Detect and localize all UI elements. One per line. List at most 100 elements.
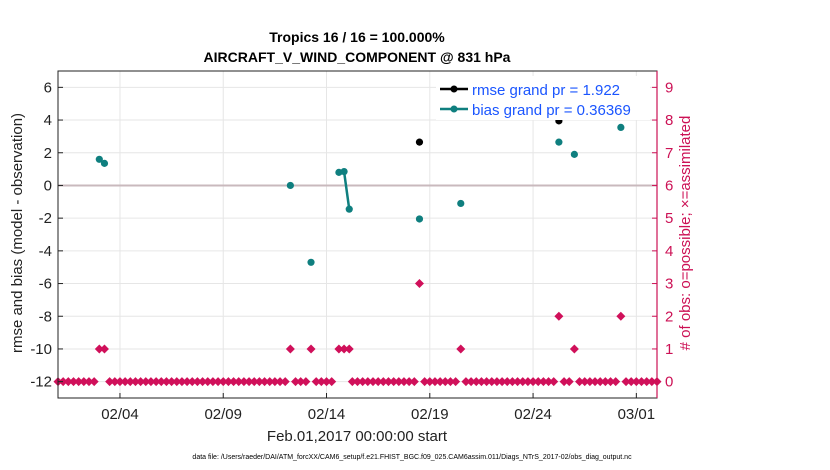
- obs-count-marker: [621, 377, 631, 387]
- obs-count-marker: [466, 377, 476, 387]
- obs-count-marker: [502, 377, 512, 387]
- obs-count-marker: [399, 377, 409, 387]
- obs-count-marker: [440, 377, 450, 387]
- obs-count-marker: [177, 377, 187, 387]
- obs-count-marker: [265, 377, 275, 387]
- obs-count-marker: [445, 377, 455, 387]
- obs-count-marker: [110, 377, 120, 387]
- obs-count-marker: [507, 377, 517, 387]
- obs-count-marker: [414, 279, 424, 289]
- bias-point: [457, 199, 465, 208]
- obs-count-marker: [363, 377, 373, 387]
- y2-tick-label: 3: [665, 276, 673, 293]
- obs-count-marker: [528, 377, 538, 387]
- obs-count-marker: [358, 377, 368, 387]
- bias-line: [338, 170, 351, 210]
- obs-count-marker: [497, 377, 507, 387]
- y-tick-label: -4: [39, 243, 52, 260]
- y2-tick-label: 5: [665, 210, 673, 227]
- obs-count-marker: [141, 377, 151, 387]
- obs-count-marker: [301, 377, 311, 387]
- obs-count-marker: [130, 377, 140, 387]
- obs-count-marker: [409, 377, 419, 387]
- obs-count-marker: [115, 377, 125, 387]
- y2-tick-label: 8: [665, 112, 673, 129]
- obs-count-marker: [451, 377, 461, 387]
- obs-count-marker: [74, 377, 84, 387]
- obs-count-marker: [146, 377, 156, 387]
- bias-point: [570, 150, 578, 158]
- obs-count-marker: [487, 377, 497, 387]
- legend-box: [436, 76, 650, 120]
- obs-count-marker: [280, 377, 290, 387]
- obs-count-marker: [223, 377, 233, 387]
- obs-count-marker: [575, 377, 585, 387]
- obs-count-marker: [334, 344, 344, 354]
- obs-count-marker: [430, 377, 440, 387]
- x-tick-label: 02/24: [514, 406, 552, 423]
- obs-count-marker: [600, 377, 610, 387]
- obs-count-marker: [368, 377, 378, 387]
- obs-count-marker: [435, 377, 445, 387]
- obs-count-marker: [383, 377, 393, 387]
- obs-count-marker: [239, 377, 249, 387]
- obs-count-marker: [306, 344, 316, 354]
- obs-count-marker: [234, 377, 244, 387]
- obs-count-marker: [513, 377, 523, 387]
- y-tick-label: 6: [44, 79, 52, 96]
- obs-count-marker: [151, 377, 161, 387]
- legend-bias-marker: [450, 105, 458, 113]
- obs-count-marker: [626, 377, 636, 387]
- obs-count-marker: [161, 377, 171, 387]
- obs-count-marker: [89, 377, 99, 387]
- obs-count-marker: [476, 377, 486, 387]
- y2-tick-label: 6: [665, 177, 673, 194]
- obs-count-marker: [285, 344, 295, 354]
- bias-point: [286, 181, 294, 190]
- y-tick-label: 4: [44, 112, 52, 129]
- y-tick-label: -12: [30, 374, 52, 391]
- obs-count-marker: [569, 344, 579, 354]
- y-tick-label: -10: [30, 341, 52, 358]
- obs-count-marker: [311, 377, 321, 387]
- obs-count-marker: [344, 344, 354, 354]
- obs-count-marker: [291, 377, 301, 387]
- obs-count-marker: [580, 377, 590, 387]
- obs-count-marker: [327, 377, 337, 387]
- obs-count-marker: [63, 377, 73, 387]
- obs-count-marker: [99, 344, 109, 354]
- bias-point: [617, 123, 625, 132]
- obs-count-marker: [84, 377, 94, 387]
- obs-count-marker: [339, 344, 349, 354]
- obs-count-marker: [492, 377, 502, 387]
- obs-count-marker: [136, 377, 146, 387]
- obs-count-marker: [404, 377, 414, 387]
- obs-count-marker: [172, 377, 182, 387]
- obs-count-marker: [538, 377, 548, 387]
- bias-point: [415, 215, 424, 223]
- obs-count-marker: [373, 377, 383, 387]
- obs-count-marker: [518, 377, 528, 387]
- obs-count-marker: [68, 377, 78, 387]
- y-axis-label: rmse and bias (model - observation): [9, 113, 26, 353]
- bias-point: [307, 258, 315, 266]
- obs-count-marker: [58, 377, 68, 387]
- obs-count-marker: [631, 377, 641, 387]
- obs-count-marker: [482, 377, 492, 387]
- y-tick-label: -2: [39, 210, 52, 227]
- y2-tick-label: 2: [665, 308, 673, 325]
- obs-count-marker: [198, 377, 208, 387]
- obs-count-marker: [167, 377, 177, 387]
- obs-count-marker: [637, 377, 647, 387]
- obs-count-marker: [590, 377, 600, 387]
- y-tick-label: -6: [39, 276, 52, 293]
- obs-count-marker: [559, 377, 569, 387]
- obs-count-marker: [218, 377, 228, 387]
- bias-point: [340, 167, 348, 176]
- obs-count-marker: [564, 377, 574, 387]
- obs-count-marker: [378, 377, 388, 387]
- y2-tick-label: 1: [665, 341, 673, 358]
- obs-count-marker: [420, 377, 430, 387]
- y-tick-label: -8: [39, 308, 52, 325]
